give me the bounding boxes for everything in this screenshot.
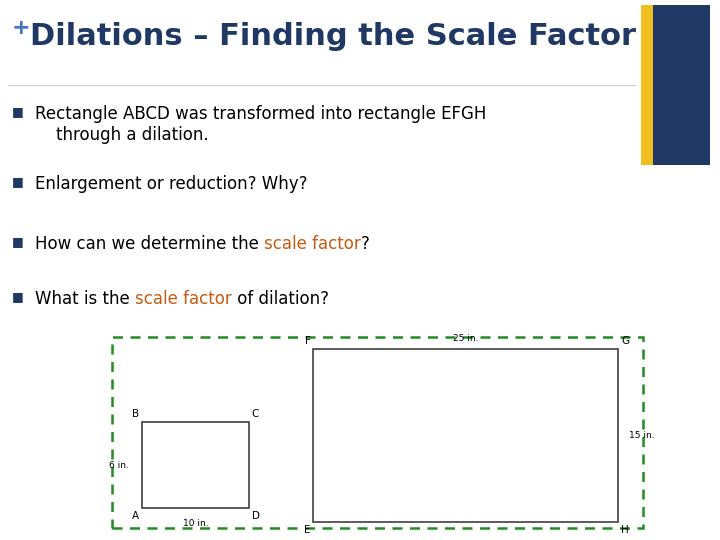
Bar	[313, 348, 618, 522]
Text: What is the: What is the	[35, 290, 135, 308]
Text: B: B	[132, 409, 140, 419]
Text: ?: ?	[361, 235, 370, 253]
Text: F: F	[305, 336, 310, 346]
Text: scale factor: scale factor	[135, 290, 232, 308]
Text: How can we determine the: How can we determine the	[35, 235, 264, 253]
Text: H: H	[621, 524, 629, 535]
Text: ■: ■	[12, 235, 24, 248]
Text: 10 in.: 10 in.	[183, 519, 208, 528]
Text: 6 in.: 6 in.	[109, 461, 129, 469]
Text: ■: ■	[12, 105, 24, 118]
Text: C: C	[252, 409, 259, 419]
Text: ■: ■	[12, 290, 24, 303]
Bar	[641, 5, 653, 165]
Text: G: G	[621, 336, 629, 346]
Text: Rectangle ABCD was transformed into rectangle EFGH
    through a dilation.: Rectangle ABCD was transformed into rect…	[35, 105, 487, 144]
Text: +: +	[12, 18, 31, 38]
Text: Dilations – Finding the Scale Factor: Dilations – Finding the Scale Factor	[30, 22, 636, 51]
Bar	[142, 422, 249, 508]
Text: scale factor: scale factor	[264, 235, 361, 253]
Text: 25 in.: 25 in.	[453, 334, 479, 343]
Text: E: E	[304, 524, 310, 535]
Bar	[653, 5, 710, 165]
Text: ■: ■	[12, 175, 24, 188]
Text: 15 in.: 15 in.	[629, 431, 654, 440]
Text: A: A	[132, 511, 140, 521]
Text: Enlargement or reduction? Why?: Enlargement or reduction? Why?	[35, 175, 307, 193]
Text: of dilation?: of dilation?	[232, 290, 329, 308]
Text: D: D	[252, 511, 260, 521]
